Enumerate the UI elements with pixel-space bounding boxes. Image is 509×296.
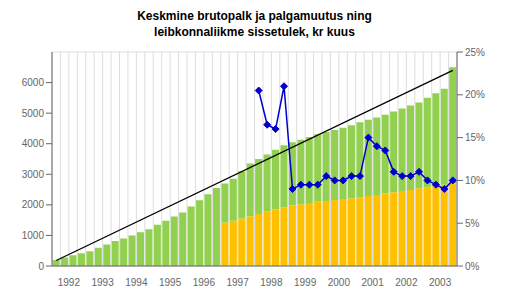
svg-text:1993: 1993: [92, 277, 115, 288]
svg-text:4000: 4000: [22, 138, 45, 149]
svg-text:1997: 1997: [227, 277, 250, 288]
svg-text:3000: 3000: [22, 169, 45, 180]
svg-text:20%: 20%: [465, 89, 485, 100]
html-text:Keskmine brutopalk ja palgamuu: Keskmine brutopalk ja palgamuutus ning l…: [137, 9, 372, 39]
svg-text:6000: 6000: [22, 77, 45, 88]
svg-text:2000: 2000: [328, 277, 351, 288]
svg-text:1998: 1998: [260, 277, 283, 288]
svg-text:0: 0: [38, 261, 44, 272]
svg-text:1992: 1992: [58, 277, 81, 288]
svg-text:2001: 2001: [362, 277, 385, 288]
svg-text:25%: 25%: [465, 47, 485, 58]
svg-text:5000: 5000: [22, 108, 45, 119]
svg-text:1000: 1000: [22, 230, 45, 241]
svg-text:15%: 15%: [465, 132, 485, 143]
svg-text:2002: 2002: [395, 277, 418, 288]
svg-text:1995: 1995: [159, 277, 182, 288]
svg-text:2000: 2000: [22, 199, 45, 210]
svg-text:5%: 5%: [465, 218, 480, 229]
svg-text:1996: 1996: [193, 277, 216, 288]
svg-text:0%: 0%: [465, 261, 480, 272]
svg-text:1994: 1994: [125, 277, 148, 288]
svg-text:2003: 2003: [429, 277, 452, 288]
svg-text:1999: 1999: [294, 277, 317, 288]
svg-text:10%: 10%: [465, 175, 485, 186]
